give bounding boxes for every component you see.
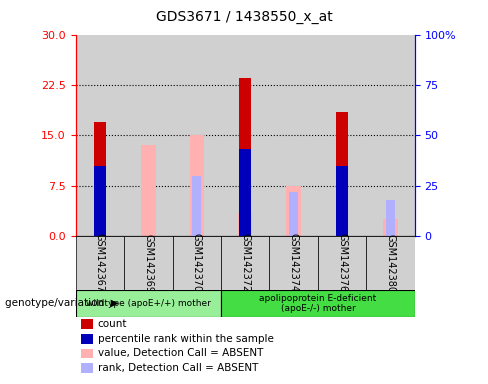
Bar [336,166,348,236]
Text: rank, Detection Call = ABSENT: rank, Detection Call = ABSENT [98,363,258,373]
Bar [383,219,398,236]
Text: apolipoprotein E-deficient
(apoE-/-) mother: apolipoprotein E-deficient (apoE-/-) mot… [259,294,377,313]
Bar [141,146,156,236]
Bar [336,112,348,236]
Bar [173,236,221,290]
Text: GDS3671 / 1438550_x_at: GDS3671 / 1438550_x_at [156,10,332,23]
Bar [289,192,298,236]
Bar [173,35,221,236]
Text: genotype/variation  ▶: genotype/variation ▶ [5,298,119,308]
Bar [124,236,173,290]
Bar [94,122,106,236]
Bar [94,166,106,236]
Bar [76,236,124,290]
Bar [76,35,124,236]
Text: percentile rank within the sample: percentile rank within the sample [98,334,273,344]
Bar [269,236,318,290]
Bar [238,213,252,236]
Text: GSM142367: GSM142367 [95,233,105,293]
Text: value, Detection Call = ABSENT: value, Detection Call = ABSENT [98,348,263,358]
Bar [192,176,201,236]
Bar [386,200,395,236]
Text: wildtype (apoE+/+) mother: wildtype (apoE+/+) mother [86,299,211,308]
Bar [269,35,318,236]
Text: GSM142376: GSM142376 [337,233,347,293]
Bar [124,35,173,236]
Bar [76,290,221,317]
Bar [221,236,269,290]
Bar [286,186,301,236]
Text: count: count [98,319,127,329]
Bar [366,236,415,290]
Bar [318,236,366,290]
Bar [221,290,415,317]
Bar [318,35,366,236]
Text: GSM142380: GSM142380 [386,233,396,293]
Bar [221,35,269,236]
Bar [239,78,251,236]
Text: GSM142370: GSM142370 [192,233,202,293]
Bar [239,149,251,236]
Text: GSM142372: GSM142372 [240,233,250,293]
Text: GSM142369: GSM142369 [143,233,153,293]
Text: GSM142374: GSM142374 [289,233,299,293]
Bar [189,136,204,236]
Bar [366,35,415,236]
